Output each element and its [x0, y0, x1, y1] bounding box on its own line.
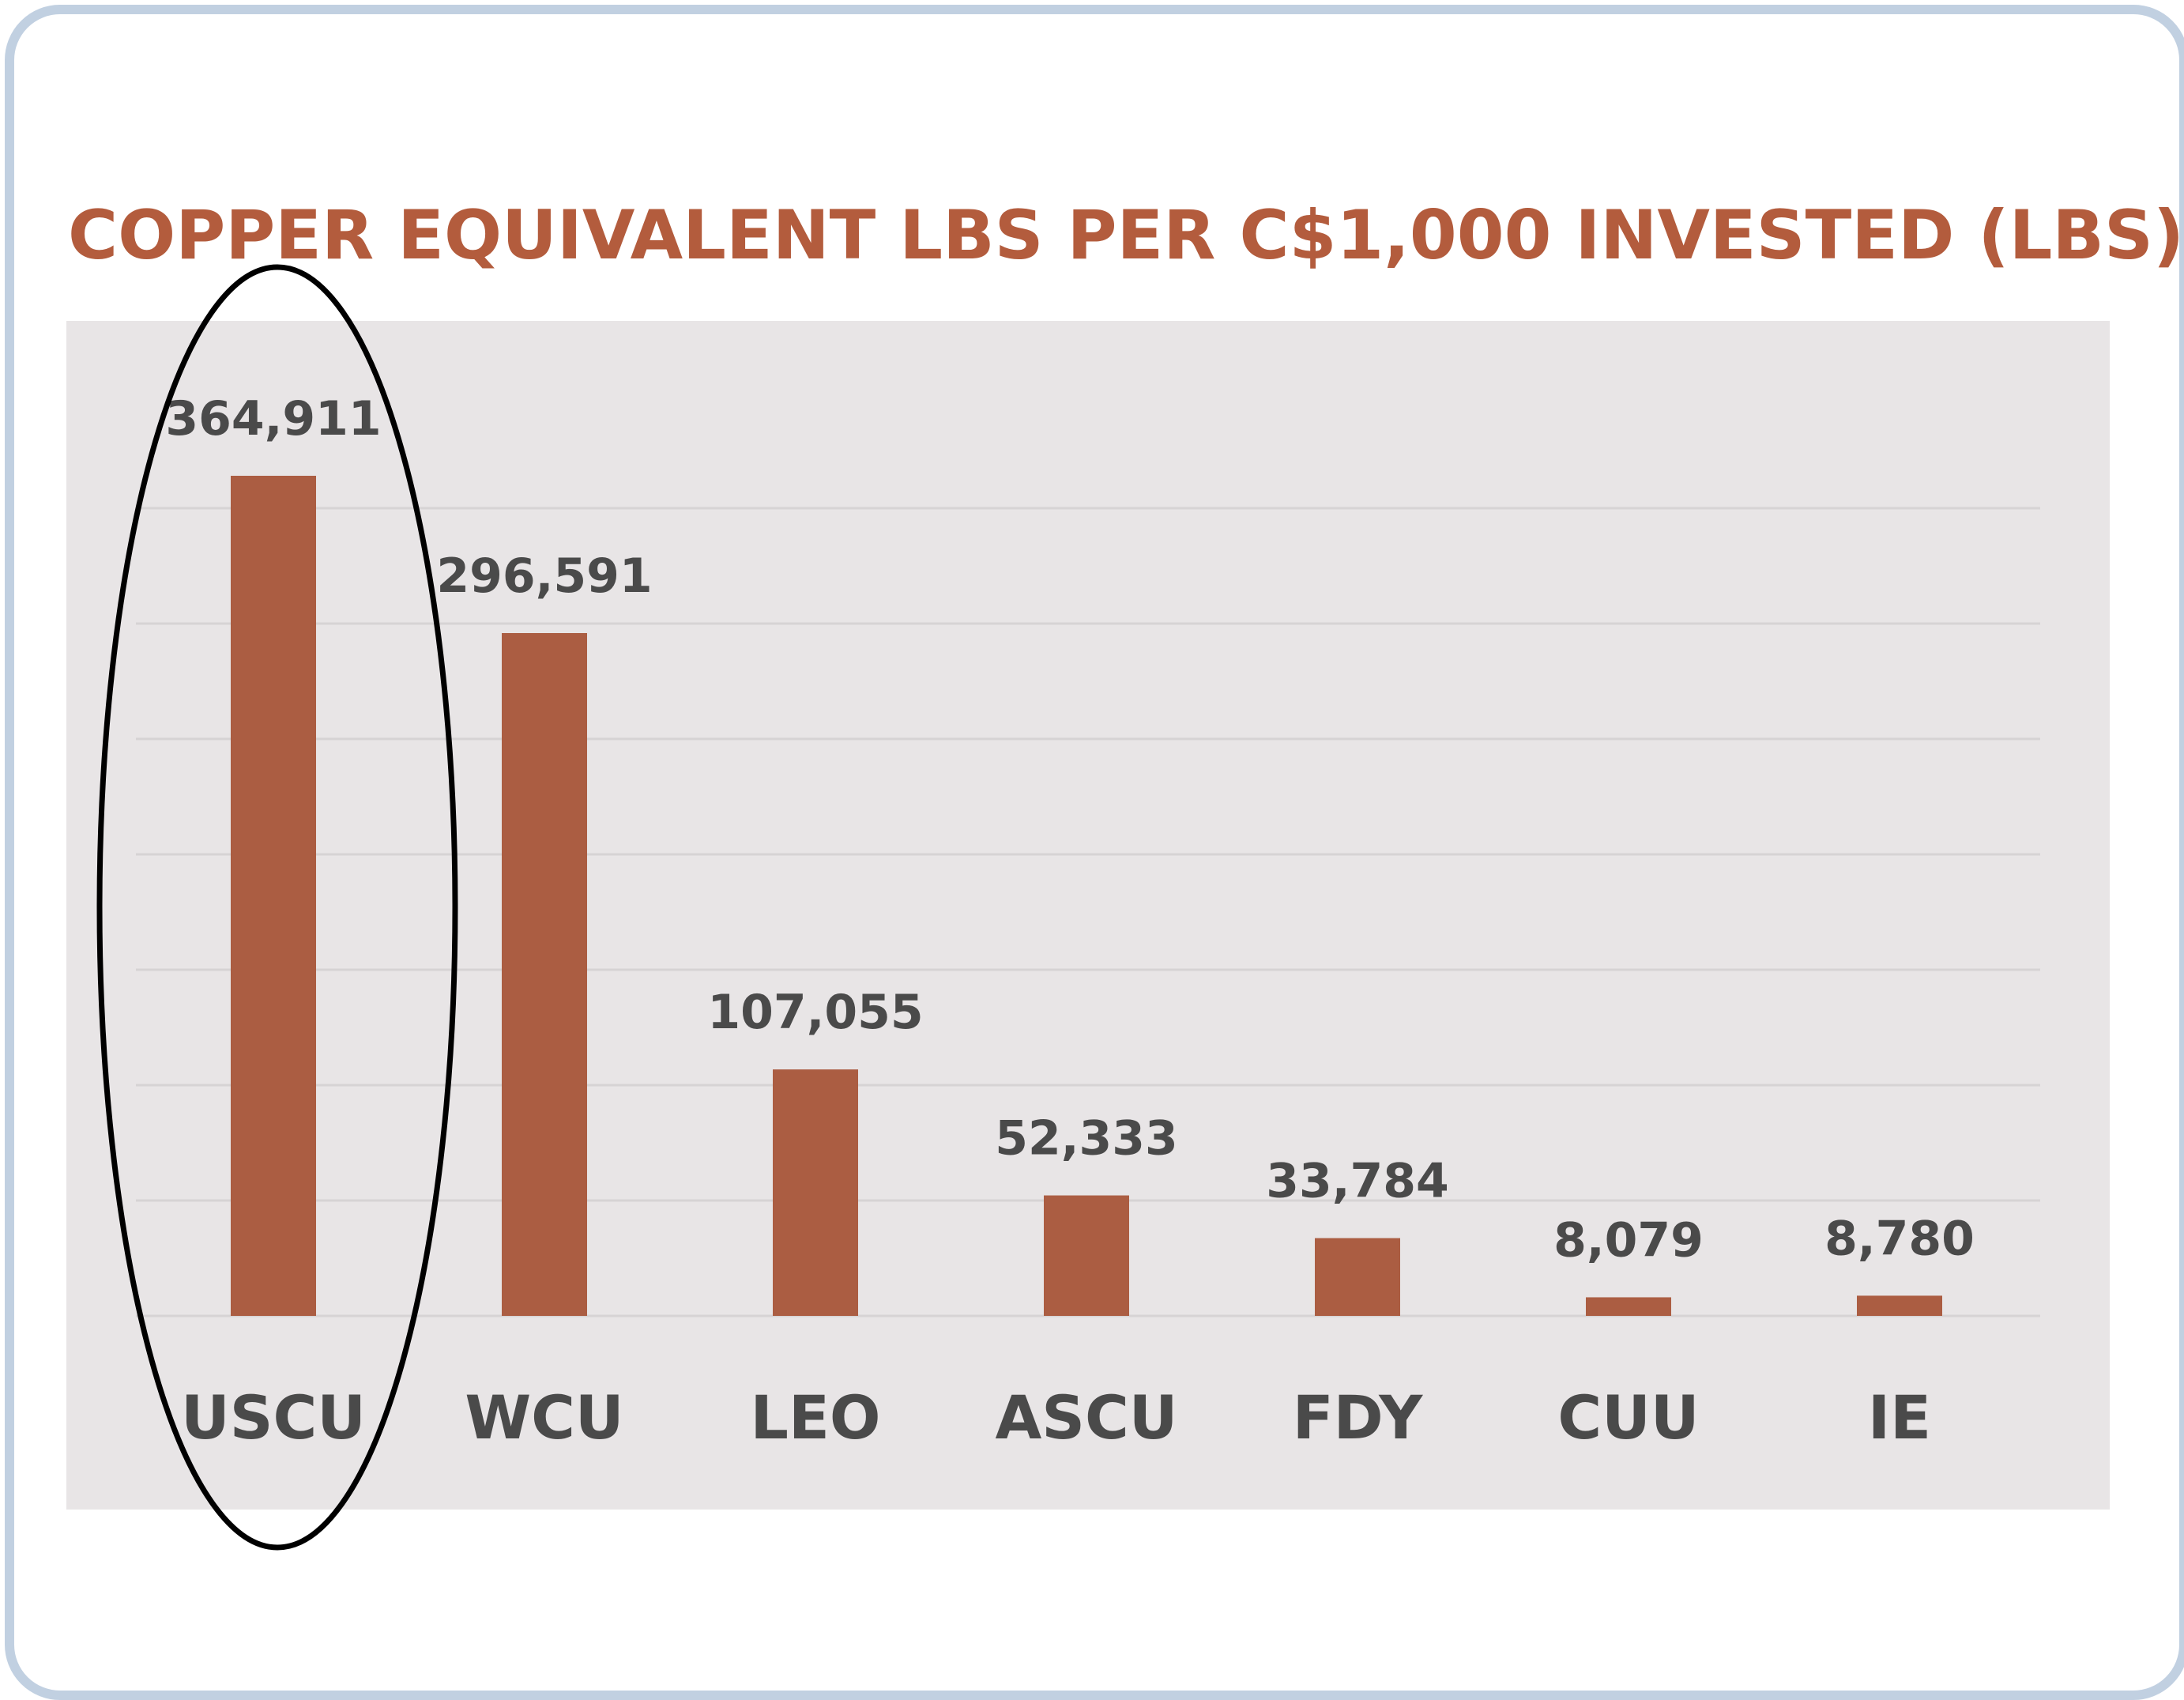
value-label-wcu: 296,591 [436, 548, 652, 604]
category-label-wcu: WCU [465, 1382, 623, 1453]
category-label-leo: LEO [751, 1382, 881, 1453]
value-label-ascu: 52,333 [995, 1111, 1178, 1167]
gridlines [136, 507, 2040, 1317]
highlight-ellipse [96, 264, 458, 1551]
bar-uscu [231, 476, 316, 1316]
value-label-cuu: 8,079 [1553, 1212, 1704, 1268]
bar-ascu [1044, 1195, 1129, 1316]
bar-cuu [1586, 1297, 1671, 1316]
value-label-ie: 8,780 [1824, 1211, 1975, 1266]
category-label-uscu: USCU [181, 1382, 366, 1453]
category-label-cuu: CUU [1557, 1382, 1699, 1453]
category-label-ascu: ASCU [995, 1382, 1177, 1453]
bars [231, 476, 1942, 1316]
bar-wcu [502, 633, 587, 1316]
value-label-leo: 107,055 [707, 985, 923, 1040]
category-label-ie: IE [1868, 1382, 1931, 1453]
bar-ie [1857, 1295, 1942, 1316]
bar-fdy [1315, 1238, 1400, 1316]
category-labels: USCU WCU LEO ASCU FDY CUU IE [181, 1382, 1931, 1453]
value-labels: 364,911 296,591 107,055 52,333 33,784 8,079 8,… [165, 391, 1975, 1268]
bar-leo [773, 1069, 858, 1316]
chart-title: COPPER EQUIVALENT LBS PER C$1,000 INVEST… [68, 196, 2184, 275]
category-label-fdy: FDY [1293, 1382, 1423, 1453]
value-label-uscu: 364,911 [165, 391, 381, 447]
value-label-fdy: 33,784 [1266, 1154, 1449, 1209]
